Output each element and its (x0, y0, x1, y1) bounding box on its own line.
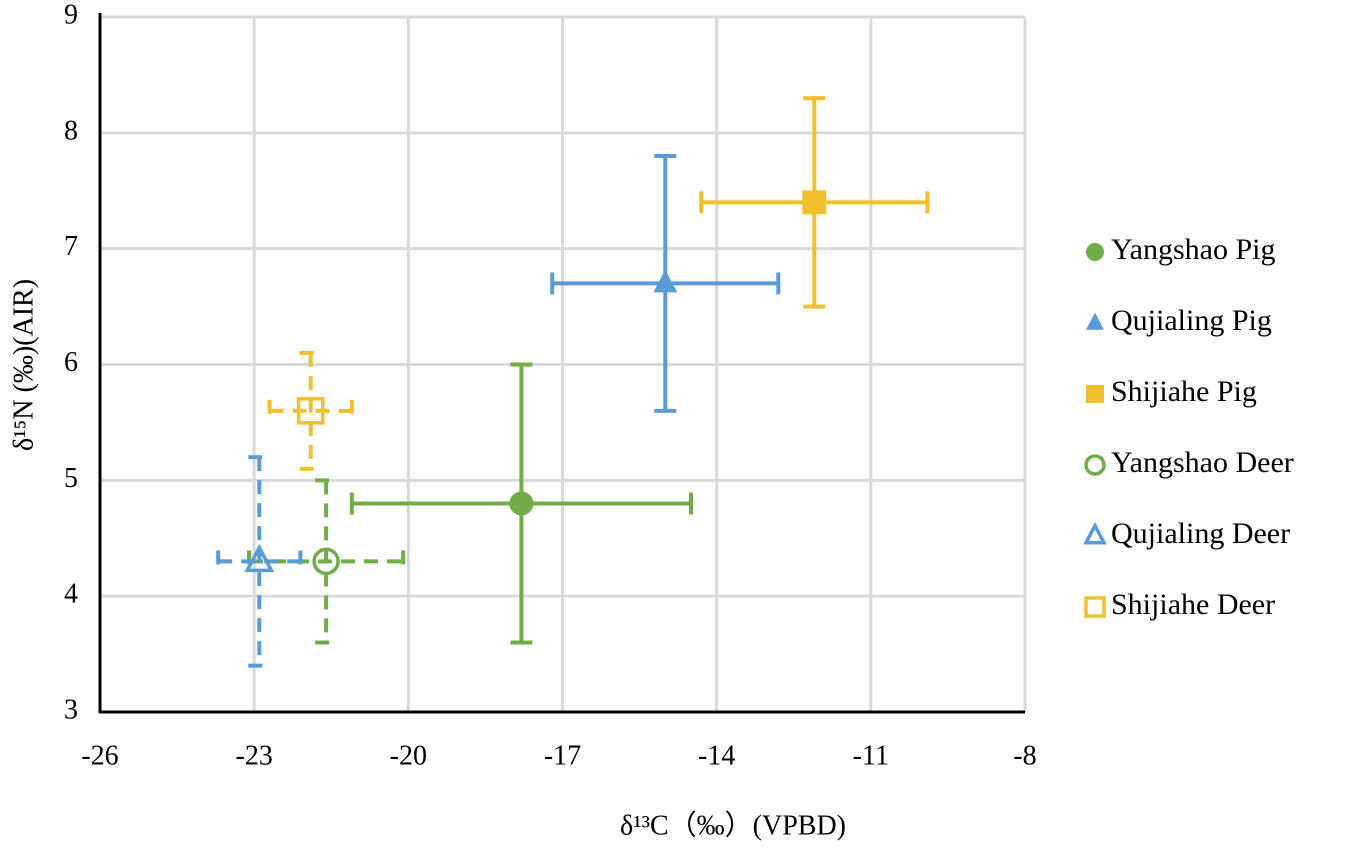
x-tick-label: -20 (390, 740, 427, 771)
x-tick-label: -11 (853, 740, 889, 771)
marker (312, 547, 340, 576)
marker (802, 190, 827, 215)
marker (296, 397, 325, 425)
marker (509, 491, 534, 516)
y-tick-label: 9 (64, 0, 78, 30)
y-tick-label: 7 (64, 231, 78, 262)
legend-marker (1084, 596, 1106, 618)
legend-marker (1086, 243, 1104, 261)
marker (244, 543, 275, 573)
x-error-bar (216, 550, 303, 573)
x-tick-label: -26 (81, 740, 118, 771)
x-tick-label: -8 (1013, 740, 1036, 771)
x-axis-label: δ¹³C（‰）(VPBD) (620, 809, 846, 841)
y-tick-label: 8 (64, 115, 78, 146)
y-error-bar (248, 455, 271, 668)
legend-marker (1086, 312, 1104, 330)
y-tick-label: 3 (64, 694, 78, 725)
legend-marker (1086, 385, 1104, 403)
y-axis-label: δ¹⁵N (‰)(AIR) (8, 279, 39, 451)
x-tick-label: -14 (698, 740, 735, 771)
marker (653, 269, 678, 293)
legend-marker (1083, 521, 1107, 545)
x-tick-label: -17 (544, 740, 581, 771)
legend-label: Yangshao Pig (1111, 233, 1276, 266)
y-tick-label: 5 (64, 463, 78, 494)
legend-marker (1084, 454, 1106, 476)
x-error-bar (267, 399, 354, 422)
legend-label: Qujialing Pig (1111, 304, 1272, 337)
legend-label: Shijiahe Deer (1111, 588, 1275, 621)
x-tick-label: -23 (236, 740, 273, 771)
legend-label: Shijiahe Pig (1111, 375, 1257, 408)
y-error-bar (299, 350, 322, 471)
legend-label: Yangshao Deer (1111, 446, 1294, 479)
legend-label: Qujialing Deer (1111, 517, 1290, 550)
y-tick-label: 6 (64, 347, 78, 378)
y-tick-label: 4 (64, 579, 78, 610)
